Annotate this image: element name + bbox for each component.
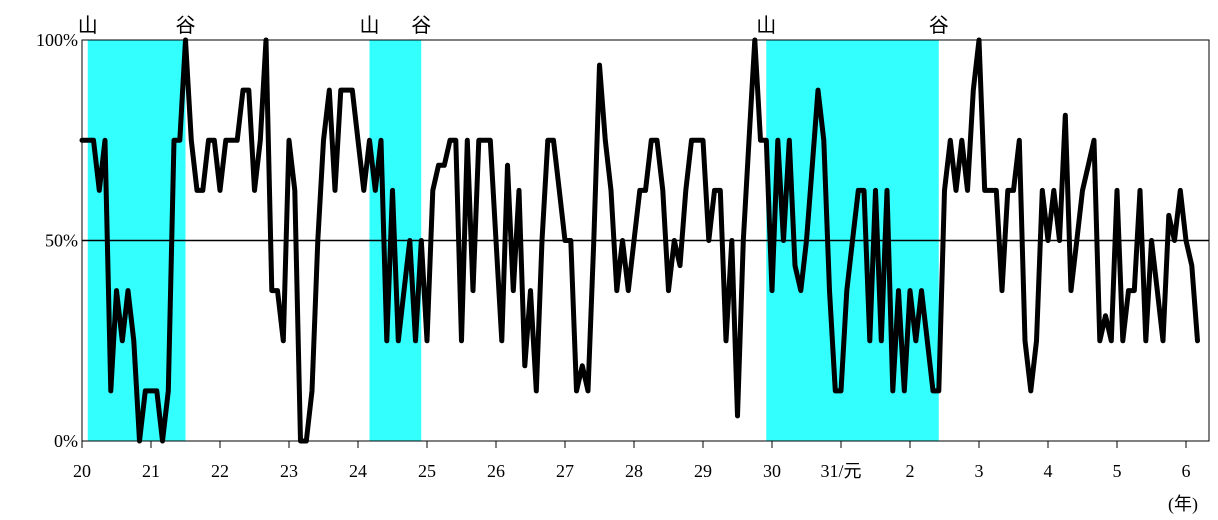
x-tick-label: 20: [73, 461, 91, 481]
y-tick-label: 50%: [45, 231, 78, 251]
x-tick-label: 30: [763, 461, 781, 481]
marker-label: 谷: [929, 14, 949, 37]
y-axis: 0% 50% 100%: [36, 30, 78, 451]
x-tick-label: 25: [418, 461, 436, 481]
y-tick-label: 100%: [36, 30, 78, 50]
x-tick-label: 24: [349, 461, 367, 481]
series-line: [79, 37, 1200, 444]
x-tick-label: 5: [1113, 461, 1122, 481]
peak-trough-markers: 山谷山谷山谷: [78, 14, 949, 37]
marker-label: 谷: [411, 14, 431, 37]
y-tick-label: 0%: [54, 431, 78, 451]
x-axis: 20 21 22 23 24 25 26 27 28 29 30 31/元 2 3 4 5 6: [73, 441, 1191, 481]
marker-label: 谷: [176, 14, 196, 37]
x-tick-label: 31/元: [820, 461, 861, 481]
x-tick-label: 6: [1182, 461, 1191, 481]
x-tick-label: 2: [906, 461, 915, 481]
marker-label: 山: [360, 14, 380, 37]
x-tick-label: 22: [211, 461, 229, 481]
marker-label: 山: [78, 14, 98, 37]
x-tick-label: 27: [556, 461, 574, 481]
x-tick-label: 29: [694, 461, 712, 481]
x-tick-label: 28: [625, 461, 643, 481]
x-tick-label: 3: [975, 461, 984, 481]
marker-label: 山: [756, 14, 776, 37]
x-tick-label: 4: [1044, 461, 1053, 481]
x-tick-label: 23: [280, 461, 298, 481]
plot-frame: [81, 39, 1210, 442]
x-unit-label: (年): [1168, 494, 1198, 515]
x-tick-label: 21: [142, 461, 160, 481]
x-tick-label: 26: [487, 461, 505, 481]
